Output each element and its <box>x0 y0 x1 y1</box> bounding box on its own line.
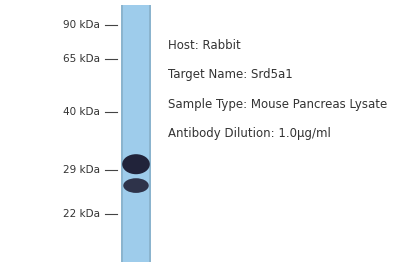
Ellipse shape <box>122 154 150 174</box>
Text: Target Name: Srd5a1: Target Name: Srd5a1 <box>168 68 293 81</box>
Bar <box>121 5 151 262</box>
Text: 29 kDa: 29 kDa <box>63 164 100 175</box>
Text: 40 kDa: 40 kDa <box>63 107 100 117</box>
Bar <box>121 5 123 262</box>
Text: Sample Type: Mouse Pancreas Lysate: Sample Type: Mouse Pancreas Lysate <box>168 98 387 111</box>
Ellipse shape <box>123 178 149 193</box>
Text: 65 kDa: 65 kDa <box>63 54 100 64</box>
Text: Antibody Dilution: 1.0μg/ml: Antibody Dilution: 1.0μg/ml <box>168 127 331 140</box>
Text: 90 kDa: 90 kDa <box>63 20 100 30</box>
Text: 22 kDa: 22 kDa <box>63 209 100 219</box>
Text: Host: Rabbit: Host: Rabbit <box>168 39 241 52</box>
Bar <box>150 5 151 262</box>
